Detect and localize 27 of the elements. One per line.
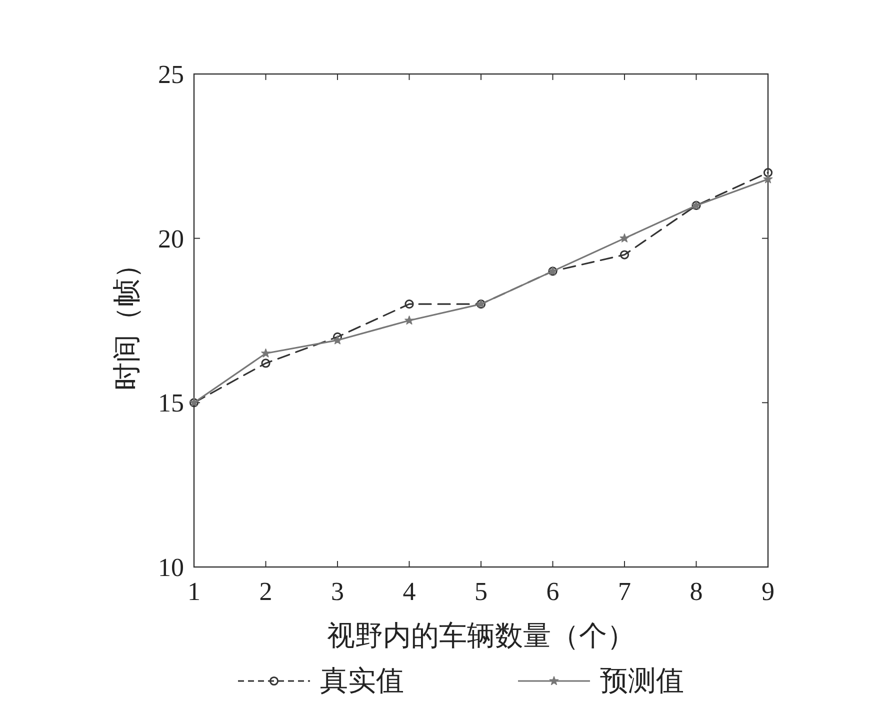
point: [763, 168, 773, 178]
x-tick-label: 7: [618, 577, 631, 606]
x-tick-label: 1: [188, 577, 200, 606]
point: [332, 335, 342, 344]
point: [404, 300, 414, 309]
point: [261, 358, 270, 368]
x-tick-label: 5: [474, 577, 488, 606]
x-tick-label: 3: [331, 577, 344, 606]
x-tick-label: 9: [762, 577, 774, 606]
y-tick-label: 15: [158, 388, 184, 418]
point: [332, 332, 342, 342]
y-axis-title: 时间（帧）: [112, 250, 143, 390]
point: [404, 316, 414, 325]
x-tick-label: 6: [546, 577, 560, 606]
y-tick-label: 10: [158, 553, 184, 582]
x-axis-title: 视野内的车辆数量（个）: [327, 621, 635, 652]
point: [763, 174, 773, 184]
y-tick-label: 25: [158, 60, 184, 89]
point: [620, 233, 630, 242]
x-tick-label: 2: [259, 577, 272, 606]
point: [620, 250, 630, 260]
legend-label: 预测值: [600, 666, 684, 697]
point: [261, 348, 270, 358]
x-tick-label: 4: [402, 577, 416, 606]
x-tick-label: 8: [690, 577, 703, 606]
y-tick-label: 20: [158, 224, 184, 254]
legend-label: 真实值: [320, 666, 404, 697]
